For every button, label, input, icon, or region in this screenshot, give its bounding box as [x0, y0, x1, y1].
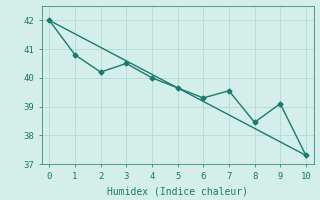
- X-axis label: Humidex (Indice chaleur): Humidex (Indice chaleur): [107, 186, 248, 196]
